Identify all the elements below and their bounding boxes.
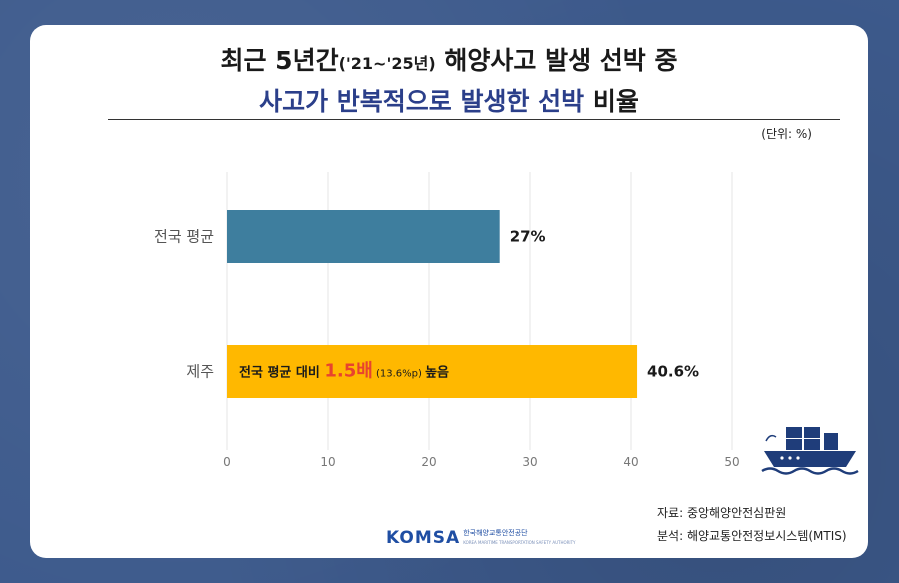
cargo-ship-icon <box>761 427 859 475</box>
x-tick-label: 10 <box>320 455 335 469</box>
logo-mark: KOMSA <box>386 528 461 548</box>
bar <box>227 345 638 398</box>
bar-annotation: 전국 평균 대비 1.5배 (13.6%p) 높음 <box>239 361 449 382</box>
x-tick-label: 30 <box>522 455 537 469</box>
title-part: 최근 5년간 <box>220 46 339 75</box>
chart-card: 최근 5년간('21~'25년) 해양사고 발생 선박 중 사고가 반복적으로 … <box>30 25 868 558</box>
x-tick-label: 0 <box>223 455 231 469</box>
chart-title-line1: 최근 5년간('21~'25년) 해양사고 발생 선박 중 <box>30 41 868 77</box>
x-tick-label: 20 <box>421 455 436 469</box>
unit-label: (단위: %) <box>761 127 812 141</box>
x-tick-label: 40 <box>623 455 638 469</box>
data-label: 40.6% <box>647 363 699 381</box>
title-highlight: 사고가 반복적으로 발생한 선박 <box>259 87 585 116</box>
title-part: 비율 <box>592 87 639 116</box>
logo-name: 한국해양교통안전공단 KOREA MARITIME TRANSPORTATION … <box>463 529 575 547</box>
title-divider <box>108 119 840 120</box>
analysis-line: 분석: 해양교통안전정보시스템(MTIS) <box>657 529 847 543</box>
komsa-logo: KOMSA 한국해양교통안전공단 KOREA MARITIME TRANSPORT… <box>386 528 576 548</box>
source-line: 자료: 중앙해양안전심판원 <box>657 506 787 520</box>
bar-chart: 전국 평균 27% 제주 40.6% 전국 평균 대비 1.5배 (13.6%p) 높음… <box>154 172 859 475</box>
source-note: 자료: 중앙해양안전심판원 분석: 해양교통안전정보시스템(MTIS) <box>657 502 847 548</box>
logo-subtext: KOREA MARITIME TRANSPORTATION SAFETY AUT… <box>463 540 576 545</box>
category-label: 제주 <box>186 363 214 381</box>
bar <box>227 210 500 263</box>
x-tick-label: 50 <box>724 455 739 469</box>
chart-title-line2: 사고가 반복적으로 발생한 선박 비율 <box>30 82 868 118</box>
logo-name-text: 한국해양교통안전공단 <box>463 529 528 537</box>
title-part: 해양사고 발생 선박 중 <box>444 46 678 75</box>
title-period: ('21~'25년) <box>338 54 436 73</box>
data-label: 27% <box>510 228 546 246</box>
category-label: 전국 평균 <box>154 228 214 246</box>
